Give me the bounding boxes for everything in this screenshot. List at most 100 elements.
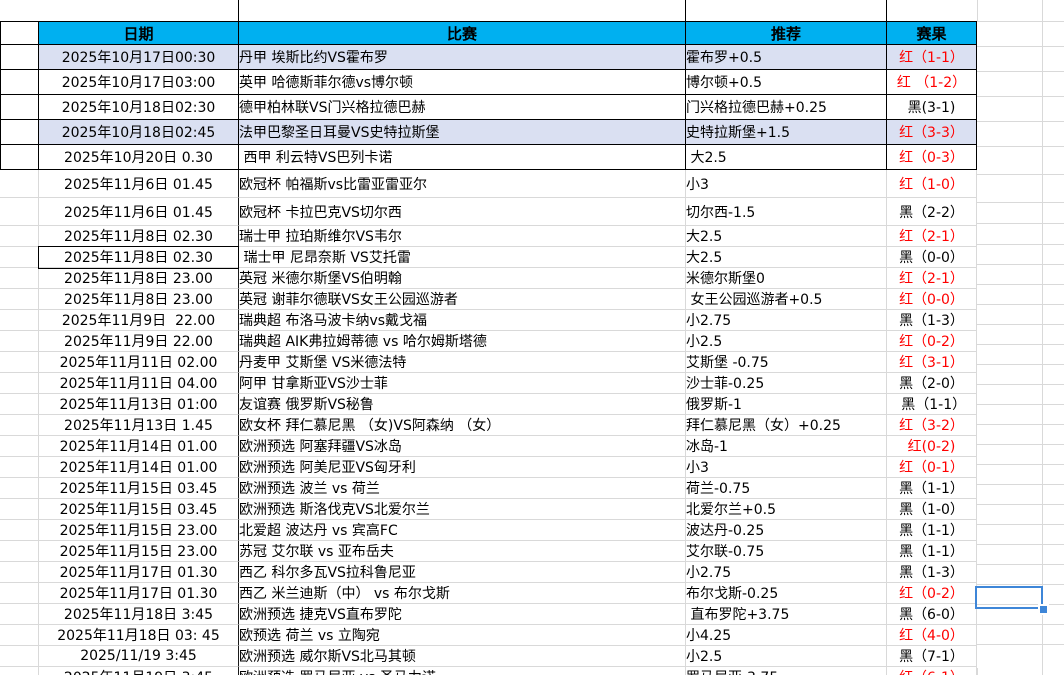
tip-cell[interactable]: 波达丹-0.25 xyxy=(685,520,886,541)
tip-cell[interactable]: 艾尔联-0.75 xyxy=(685,541,886,562)
tip-cell[interactable]: 史特拉斯堡+1.5 xyxy=(685,120,886,145)
tip-cell[interactable]: 切尔西-1.5 xyxy=(685,198,886,226)
match-cell[interactable]: 欧冠杯 卡拉巴克VS切尔西 xyxy=(238,198,685,226)
match-cell[interactable]: 丹甲 埃斯比约VS霍布罗 xyxy=(238,45,685,70)
date-cell[interactable]: 2025年10月18日02:45 xyxy=(38,120,238,145)
tip-cell[interactable]: 小3 xyxy=(685,170,886,198)
date-cell[interactable]: 2025年11月14日 01.00 xyxy=(38,457,238,478)
row-gutter-cell[interactable] xyxy=(0,436,38,457)
corner-gutter-cell[interactable] xyxy=(0,21,38,45)
date-cell[interactable]: 2025年11月6日 01.45 xyxy=(38,170,238,198)
row-gutter-cell[interactable] xyxy=(0,352,38,373)
date-cell[interactable]: 2025年10月17日00:30 xyxy=(38,45,238,70)
col-header-result[interactable]: 赛果 xyxy=(886,21,977,45)
result-cell[interactable]: 黑（0-0） xyxy=(886,247,977,268)
tip-cell[interactable]: 大2.5 xyxy=(685,247,886,268)
row-gutter-cell[interactable] xyxy=(0,226,38,247)
row-gutter-cell[interactable] xyxy=(0,45,38,70)
result-cell[interactable]: 红（1-0） xyxy=(886,170,977,198)
result-cell[interactable]: 黑(3-1) xyxy=(886,95,977,120)
match-cell[interactable]: 欧洲预选 威尔斯VS北马其顿 xyxy=(238,646,685,667)
match-cell[interactable]: 北爱超 波达丹 vs 宾高FC xyxy=(238,520,685,541)
match-cell[interactable]: 西甲 利云特VS巴列卡诺 xyxy=(238,145,685,170)
match-cell[interactable]: 英冠 谢菲尔德联VS女王公园巡游者 xyxy=(238,289,685,310)
tip-cell[interactable]: 布尔戈斯-0.25 xyxy=(685,583,886,604)
date-cell[interactable]: 2025年11月9日 22.00 xyxy=(38,331,238,352)
match-cell[interactable]: 苏冠 艾尔联 vs 亚布岳夫 xyxy=(238,541,685,562)
row-gutter-cell[interactable] xyxy=(0,331,38,352)
row-gutter-cell[interactable] xyxy=(0,478,38,499)
tip-cell[interactable]: 大2.5 xyxy=(685,226,886,247)
match-cell[interactable]: 瑞典超 AIK弗拉姆蒂德 vs 哈尔姆斯塔德 xyxy=(238,331,685,352)
date-cell[interactable]: 2025年11月13日 1.45 xyxy=(38,415,238,436)
row-gutter-cell[interactable] xyxy=(0,95,38,120)
match-cell[interactable]: 英甲 哈德斯菲尔德vs博尔顿 xyxy=(238,70,685,95)
row-gutter-cell[interactable] xyxy=(0,541,38,562)
date-cell[interactable]: 2025年11月15日 23.00 xyxy=(38,541,238,562)
match-cell[interactable]: 欧预选 荷兰 vs 立陶宛 xyxy=(238,625,685,646)
result-cell[interactable]: 黑（2-2） xyxy=(886,198,977,226)
date-cell[interactable]: 2025年11月17日 01.30 xyxy=(38,583,238,604)
match-cell[interactable]: 瑞典超 布洛马波卡纳vs戴戈福 xyxy=(238,310,685,331)
date-cell[interactable]: 2025年11月8日 23.00 xyxy=(38,268,238,289)
date-cell[interactable]: 2025年10月20日 0.30 xyxy=(38,145,238,170)
result-cell[interactable]: 黑（1-1） xyxy=(886,520,977,541)
result-cell[interactable]: 红（0-2） xyxy=(886,583,977,604)
date-cell[interactable]: 2025年10月17日03:00 xyxy=(38,70,238,95)
date-cell[interactable]: 2025年11月14日 01.00 xyxy=(38,436,238,457)
col-header-tip[interactable]: 推荐 xyxy=(685,21,886,45)
result-cell[interactable]: 红(0-2) xyxy=(886,436,977,457)
tip-cell[interactable]: 北爱尔兰+0.5 xyxy=(685,499,886,520)
tip-cell[interactable]: 门兴格拉德巴赫+0.25 xyxy=(685,95,886,120)
row-gutter-cell[interactable] xyxy=(0,268,38,289)
result-cell[interactable]: 红（3-2） xyxy=(886,415,977,436)
tip-cell[interactable]: 艾斯堡 -0.75 xyxy=(685,352,886,373)
result-cell[interactable]: 黑（6-0） xyxy=(886,604,977,625)
tip-cell[interactable]: 博尔顿+0.5 xyxy=(685,70,886,95)
result-cell[interactable]: 红（0-2） xyxy=(886,331,977,352)
tip-cell[interactable]: 小2.5 xyxy=(685,331,886,352)
tip-cell[interactable]: 拜仁慕尼黑（女）+0.25 xyxy=(685,415,886,436)
match-cell[interactable]: 西乙 米兰迪斯（中） vs 布尔戈斯 xyxy=(238,583,685,604)
row-gutter-cell[interactable] xyxy=(0,562,38,583)
date-cell[interactable]: 2025年11月8日 02.30 xyxy=(38,226,238,247)
match-cell[interactable]: 法甲巴黎圣日耳曼VS史特拉斯堡 xyxy=(238,120,685,145)
result-cell[interactable]: 红（0-1） xyxy=(886,457,977,478)
row-gutter-cell[interactable] xyxy=(0,625,38,646)
tip-cell[interactable]: 小4.25 xyxy=(685,625,886,646)
col-header-match[interactable]: 比赛 xyxy=(238,21,685,45)
match-cell[interactable]: 丹麦甲 艾斯堡 VS米德法特 xyxy=(238,352,685,373)
date-cell[interactable]: 2025年11月8日 02.30 xyxy=(38,247,238,268)
fill-handle-icon[interactable] xyxy=(1040,606,1047,613)
match-cell[interactable]: 欧洲预选 捷克VS直布罗陀 xyxy=(238,604,685,625)
match-cell[interactable]: 阿甲 甘拿斯亚VS沙士菲 xyxy=(238,373,685,394)
result-cell[interactable]: 黑（1-3） xyxy=(886,562,977,583)
tip-cell[interactable]: 小2.75 xyxy=(685,310,886,331)
row-gutter-cell[interactable] xyxy=(0,120,38,145)
match-cell[interactable]: 瑞士甲 尼昂奈斯 VS艾托雷 xyxy=(238,247,685,268)
result-cell[interactable]: 红（6-1） xyxy=(886,667,977,675)
date-cell[interactable]: 2025年11月18日 03: 45 xyxy=(38,625,238,646)
col-header-date[interactable]: 日期 xyxy=(38,21,238,45)
row-gutter-cell[interactable] xyxy=(0,583,38,604)
date-cell[interactable]: 2025年11月11日 02.00 xyxy=(38,352,238,373)
row-gutter-cell[interactable] xyxy=(0,499,38,520)
match-cell[interactable]: 欧洲预选 斯洛伐克VS北爱尔兰 xyxy=(238,499,685,520)
date-cell[interactable]: 2025年11月13日 01:00 xyxy=(38,394,238,415)
result-cell[interactable]: 黑（1-3） xyxy=(886,310,977,331)
tip-cell[interactable]: 直布罗陀+3.75 xyxy=(685,604,886,625)
row-gutter-cell[interactable] xyxy=(0,289,38,310)
date-cell[interactable]: 2025年11月15日 23.00 xyxy=(38,520,238,541)
tip-cell[interactable]: 大2.5 xyxy=(685,145,886,170)
result-cell[interactable]: 红（0-3） xyxy=(886,145,977,170)
row-gutter-cell[interactable] xyxy=(0,667,38,675)
result-cell[interactable]: 黑（1-1） xyxy=(886,541,977,562)
tip-cell[interactable]: 沙士菲-0.25 xyxy=(685,373,886,394)
result-cell[interactable]: 红（4-0） xyxy=(886,625,977,646)
row-gutter-cell[interactable] xyxy=(0,457,38,478)
row-gutter-cell[interactable] xyxy=(0,310,38,331)
row-gutter-cell[interactable] xyxy=(0,170,38,198)
match-cell[interactable]: 欧洲预选 阿塞拜疆VS冰岛 xyxy=(238,436,685,457)
tip-cell[interactable]: 小2.75 xyxy=(685,562,886,583)
row-gutter-cell[interactable] xyxy=(0,70,38,95)
